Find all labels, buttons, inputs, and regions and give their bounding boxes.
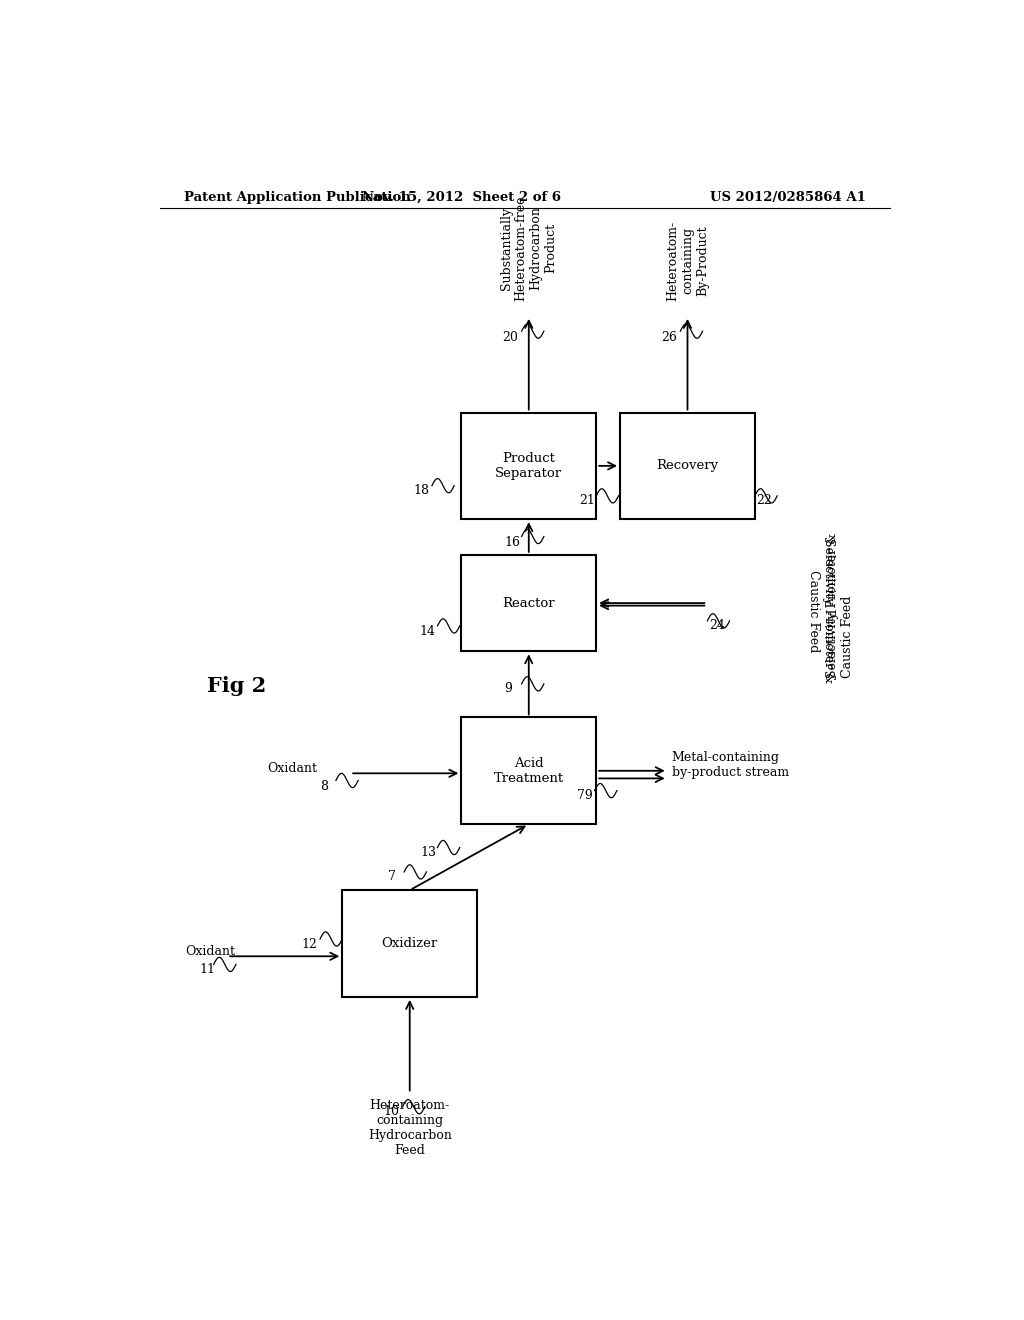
Text: Oxidant: Oxidant: [185, 945, 236, 958]
Text: Substantially
Heteroatom-free
Hydrocarbon
Product: Substantially Heteroatom-free Hydrocarbo…: [500, 195, 558, 301]
Text: 7: 7: [388, 870, 396, 883]
Text: Reactor: Reactor: [503, 597, 555, 610]
Text: 14: 14: [419, 624, 435, 638]
Text: 13: 13: [420, 846, 436, 859]
Text: 20: 20: [503, 331, 518, 343]
FancyBboxPatch shape: [461, 718, 596, 824]
Text: 16: 16: [504, 536, 520, 549]
Text: 12: 12: [301, 937, 316, 950]
Text: Acid
Treatment: Acid Treatment: [494, 756, 564, 785]
Text: 10: 10: [384, 1105, 399, 1118]
Text: 21: 21: [579, 495, 595, 507]
Text: 26: 26: [662, 331, 677, 343]
FancyBboxPatch shape: [461, 554, 596, 651]
Text: 11: 11: [200, 964, 215, 975]
Text: Metal-containing
by-product stream: Metal-containing by-product stream: [672, 751, 788, 779]
Text: 18: 18: [414, 484, 430, 498]
Text: Oxidizer: Oxidizer: [382, 937, 438, 950]
Text: 9: 9: [504, 682, 512, 696]
Text: US 2012/0285864 A1: US 2012/0285864 A1: [711, 190, 866, 203]
FancyBboxPatch shape: [461, 412, 596, 519]
Text: 79: 79: [578, 789, 593, 803]
Text: 22: 22: [757, 495, 772, 507]
FancyBboxPatch shape: [620, 412, 755, 519]
Text: Nov. 15, 2012  Sheet 2 of 6: Nov. 15, 2012 Sheet 2 of 6: [361, 190, 561, 203]
Text: Patent Application Publication: Patent Application Publication: [183, 190, 411, 203]
Text: Product
Separator: Product Separator: [496, 451, 562, 480]
Text: 8: 8: [321, 780, 328, 793]
Text: Heteroatom-
containing
Hydrocarbon
Feed: Heteroatom- containing Hydrocarbon Feed: [368, 1098, 452, 1156]
Text: Recovery: Recovery: [656, 459, 719, 473]
Text: Selectivity Promoter &
Caustic Feed: Selectivity Promoter & Caustic Feed: [826, 533, 854, 678]
Text: Selectivity Promoter &
Caustic Feed: Selectivity Promoter & Caustic Feed: [807, 539, 835, 684]
Text: 24: 24: [709, 619, 725, 632]
FancyBboxPatch shape: [342, 890, 477, 997]
Text: Fig 2: Fig 2: [207, 676, 266, 696]
Text: Heteroatom-
containing
By-Product: Heteroatom- containing By-Product: [666, 220, 709, 301]
Text: Oxidant: Oxidant: [267, 762, 316, 775]
